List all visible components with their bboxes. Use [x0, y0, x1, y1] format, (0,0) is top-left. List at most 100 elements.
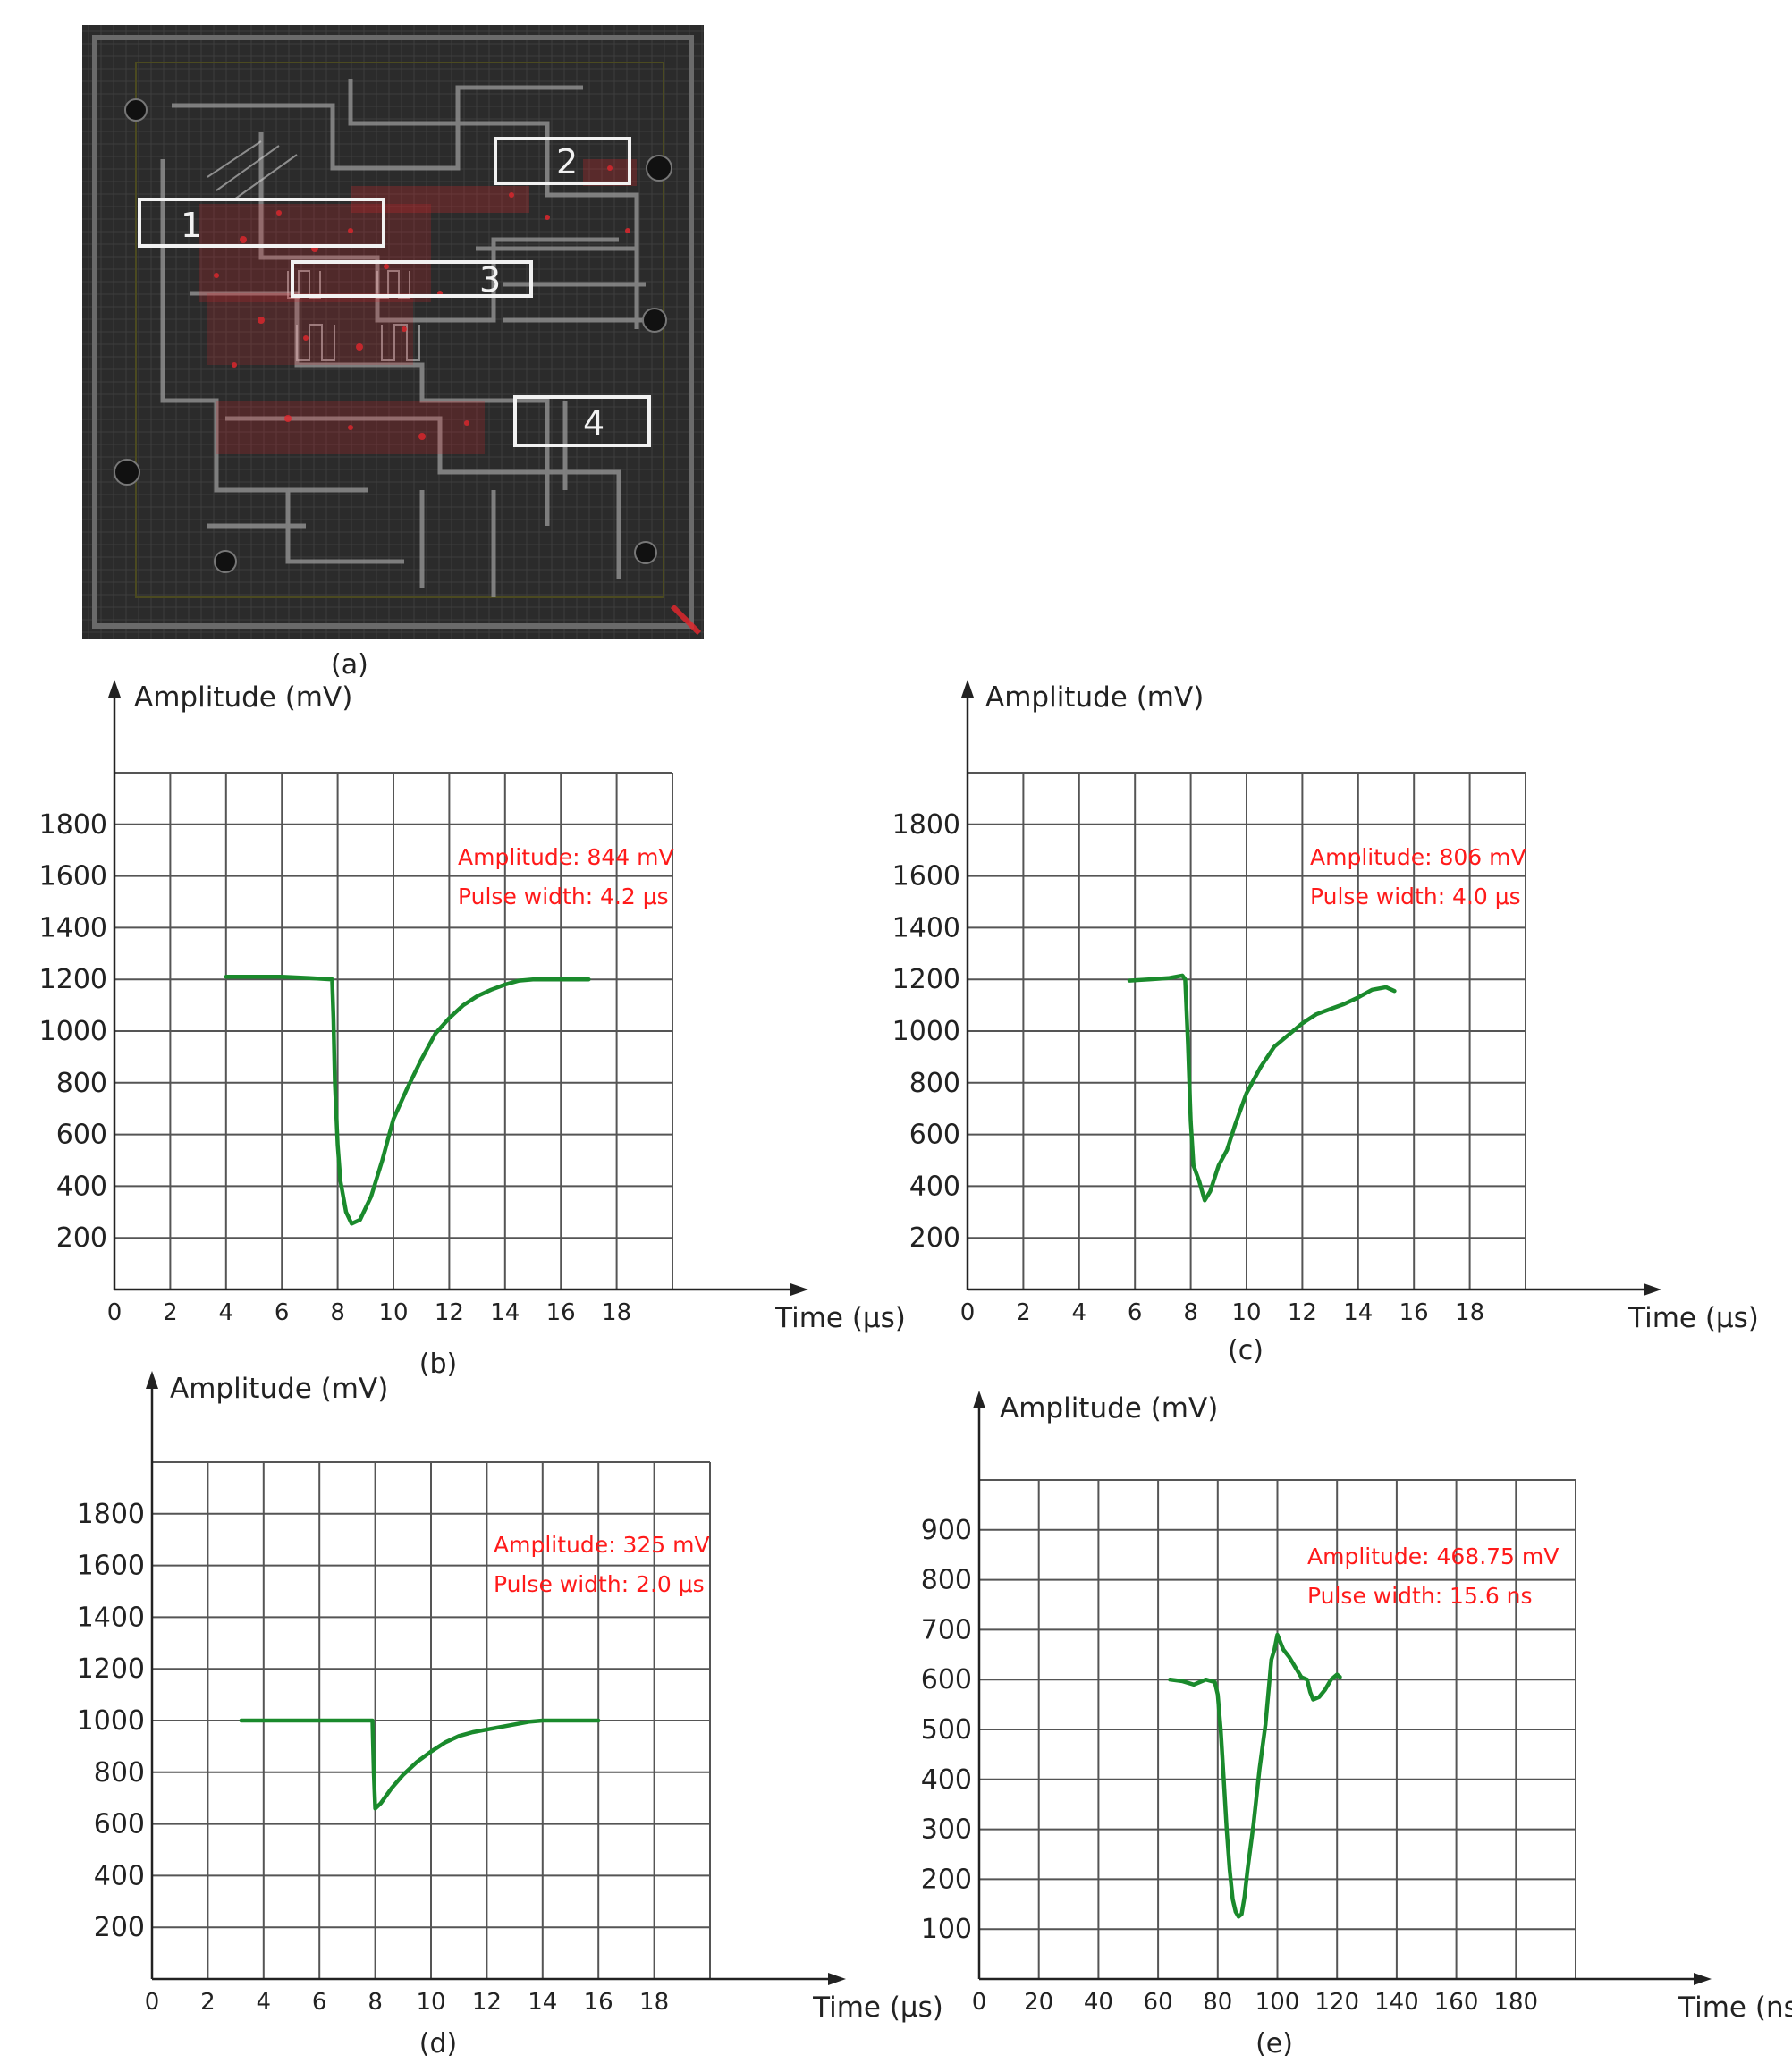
y-tick-label: 1800 [77, 1499, 145, 1530]
chart-c: 0 2 4 6 8 10 12 14 16 18 200 400 600 800 1000 1200 1400 1… [892, 680, 1759, 1366]
y-tick-label: 200 [909, 1222, 960, 1254]
y-tick-label: 1400 [892, 912, 960, 943]
y-tick-label: 1600 [892, 861, 960, 892]
caption-b: (b) [419, 1349, 457, 1380]
x-tick-label: 6 [275, 1299, 290, 1326]
region-box-1 [138, 198, 385, 248]
annotation-pulse-width: Pulse width: 4.2 μs [458, 884, 669, 909]
region-label-2: 2 [556, 142, 578, 182]
annotation-amplitude: Amplitude: 806 mV [1310, 844, 1526, 870]
x-tick-label: 2 [163, 1299, 178, 1326]
y-tick-label: 100 [921, 1914, 972, 1945]
y-axis-arrow-icon [146, 1371, 158, 1389]
x-tick-label: 8 [368, 1989, 383, 2016]
x-tick-label: 8 [330, 1299, 345, 1326]
caption-c: (c) [1228, 1335, 1264, 1366]
y-axis-arrow-icon [108, 680, 121, 698]
x-tick-label: 10 [1231, 1299, 1261, 1326]
y-tick-label: 200 [94, 1912, 145, 1943]
region-box-3 [291, 260, 533, 298]
x-tick-label: 0 [107, 1299, 123, 1326]
y-tick-label: 800 [921, 1565, 972, 1596]
annotation-pulse-width: Pulse width: 4.0 μs [1310, 884, 1521, 909]
x-axis-arrow-icon [1644, 1283, 1661, 1296]
y-tick-label: 1200 [39, 964, 107, 995]
chart-b: 0 2 4 6 8 10 12 14 16 18 200 400 600 800 1000 1200 1400 1… [39, 680, 906, 1380]
y-tick-label: 400 [921, 1764, 972, 1796]
x-tick-label: 0 [972, 1989, 987, 2016]
region-box-4 [513, 395, 651, 447]
y-tick-label: 1000 [892, 1016, 960, 1047]
x-tick-label: 2 [200, 1989, 216, 2016]
y-tick-label: 1200 [77, 1653, 145, 1685]
annotation-amplitude: Amplitude: 325 mV [494, 1532, 710, 1558]
x-tick-label: 2 [1016, 1299, 1031, 1326]
x-tick-label: 8 [1183, 1299, 1198, 1326]
x-tick-label: 80 [1203, 1989, 1232, 2016]
region-box-2 [494, 137, 631, 185]
grid-b [114, 772, 673, 1290]
caption-a: (a) [331, 649, 368, 681]
grid-e [978, 1479, 1576, 1979]
y-tick-label: 1600 [39, 861, 107, 892]
x-tick-label: 140 [1374, 1989, 1419, 2016]
x-tick-label: 20 [1024, 1989, 1053, 2016]
y-tick-label: 1200 [892, 964, 960, 995]
x-axis-label: Time (μs) [812, 1992, 943, 2024]
x-axis-arrow-icon [790, 1283, 808, 1296]
x-tick-label: 10 [416, 1989, 445, 2016]
y-tick-label: 1800 [39, 809, 107, 841]
y-tick-label: 1600 [77, 1551, 145, 1582]
x-axis-label: Time (ns) [1678, 1992, 1792, 2024]
region-label-4: 4 [583, 403, 604, 443]
annotation-pulse-width: Pulse width: 15.6 ns [1307, 1583, 1533, 1609]
x-tick-label: 6 [1128, 1299, 1143, 1326]
y-axis-arrow-icon [961, 680, 974, 698]
x-tick-label: 160 [1434, 1989, 1479, 2016]
die-micrograph-image: 1 2 3 4 [82, 25, 704, 639]
series-line-d [239, 1718, 601, 1811]
y-tick-label: 800 [909, 1068, 960, 1099]
y-tick-label: 1000 [39, 1016, 107, 1047]
x-tick-label: 4 [257, 1989, 272, 2016]
y-tick-label: 500 [921, 1714, 972, 1746]
annotation-amplitude: Amplitude: 844 mV [458, 844, 674, 870]
y-tick-label: 400 [56, 1171, 107, 1202]
y-tick-label: 200 [921, 1864, 972, 1895]
series-line-e [1168, 1632, 1342, 1919]
y-tick-label: 700 [921, 1614, 972, 1645]
y-axis-label: Amplitude (mV) [134, 681, 352, 714]
x-tick-label: 16 [584, 1989, 613, 2016]
chart-e: 0 20 40 60 80 100 120 140 160 180 100 200 300 400 500 6… [921, 1391, 1792, 2059]
x-tick-label: 6 [312, 1989, 327, 2016]
y-tick-label: 800 [56, 1068, 107, 1099]
y-axis-label: Amplitude (mV) [170, 1373, 388, 1405]
x-tick-label: 40 [1084, 1989, 1113, 2016]
y-tick-label: 600 [94, 1809, 145, 1840]
annotation-pulse-width: Pulse width: 2.0 μs [494, 1571, 705, 1597]
x-tick-label: 14 [490, 1299, 520, 1326]
chart-d: 0 2 4 6 8 10 12 14 16 18 200 400 600 800 1000 1200 1400 1… [77, 1371, 943, 2059]
annotation-amplitude: Amplitude: 468.75 mV [1307, 1543, 1559, 1569]
y-tick-label: 1800 [892, 809, 960, 841]
series-line-b [224, 975, 591, 1226]
y-tick-label: 600 [921, 1664, 972, 1696]
x-tick-label: 14 [1343, 1299, 1373, 1326]
y-tick-label: 200 [56, 1222, 107, 1254]
x-tick-label: 16 [1399, 1299, 1429, 1326]
x-tick-label: 12 [472, 1989, 502, 2016]
y-axis-label: Amplitude (mV) [985, 681, 1204, 714]
x-tick-label: 0 [960, 1299, 976, 1326]
y-axis-label: Amplitude (mV) [1000, 1392, 1218, 1425]
x-tick-label: 18 [602, 1299, 631, 1326]
x-tick-label: 180 [1493, 1989, 1538, 2016]
x-tick-label: 100 [1255, 1989, 1300, 2016]
y-tick-label: 300 [921, 1814, 972, 1846]
y-tick-label: 600 [56, 1120, 107, 1151]
x-tick-label: 14 [528, 1989, 557, 2016]
x-tick-label: 120 [1314, 1989, 1359, 2016]
x-tick-label: 16 [546, 1299, 576, 1326]
x-tick-label: 4 [219, 1299, 234, 1326]
region-label-1: 1 [181, 206, 202, 245]
